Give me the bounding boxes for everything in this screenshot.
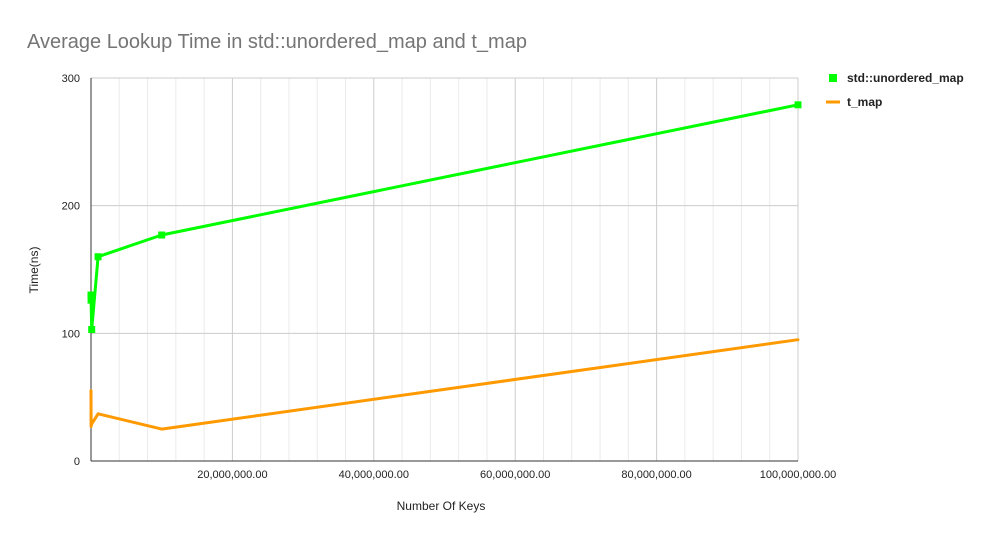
data-point [87,296,95,304]
data-point [88,326,96,334]
series-line-1 [89,338,800,431]
series-line-0 [89,103,800,331]
chart-title: Average Lookup Time in std::unordered_ma… [27,31,527,53]
x-tick-label: 20,000,000.00 [197,469,267,481]
y-tick-label: 200 [62,201,80,213]
series-layer [87,101,802,431]
y-tick-label: 300 [62,73,80,85]
legend-label: std::unordered_map [847,71,964,85]
x-axis-title: Number Of Keys [397,499,486,513]
grid [91,77,799,461]
legend-label: t_map [847,95,882,109]
tick-labels: 20,000,000.00 40,000,000.00 60,000,000.00 8… [62,73,837,481]
data-point [87,291,95,299]
x-tick-label: 80,000,000.00 [621,469,691,481]
y-axis-title: Time(ns) [27,247,41,294]
x-tick-label: 100,000,000.00 [760,469,836,481]
y-tick-label: 0 [74,456,80,468]
y-tick-label: 100 [62,328,80,340]
x-tick-label: 40,000,000.00 [339,469,409,481]
axes [90,78,798,462]
data-point [158,231,166,239]
legend-swatch [829,74,837,82]
data-point [794,101,802,109]
data-point [94,253,102,261]
x-tick-label: 60,000,000.00 [480,469,550,481]
